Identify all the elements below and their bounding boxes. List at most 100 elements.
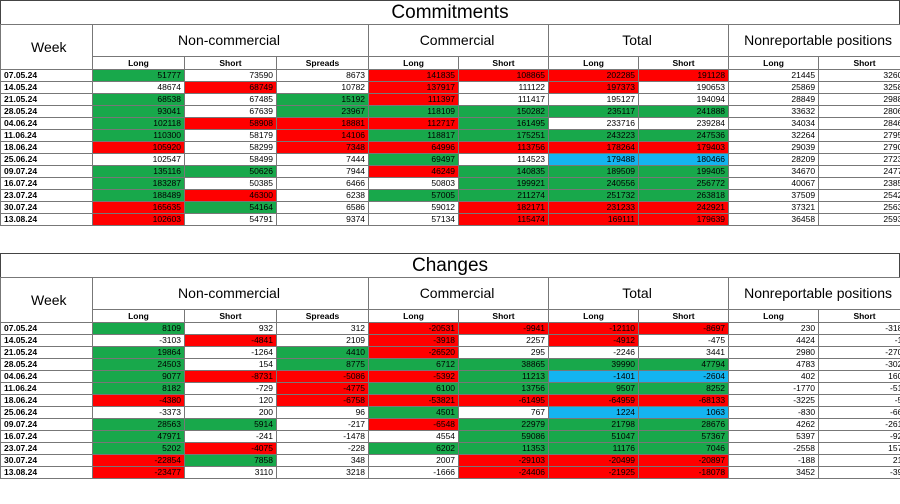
value-cell-noncommercial-long: 5202 <box>92 442 185 455</box>
value-cell-noncommercial-spreads: -1478 <box>275 430 370 443</box>
value-cell-noncommercial-long: 47971 <box>92 430 185 443</box>
value-cell-noncommercial-spreads: 23967 <box>275 105 370 118</box>
value-cell-noncommercial-long: 135116 <box>92 165 185 178</box>
week-cell: 13.08.24 <box>0 466 93 479</box>
value-cell-nonreportable-short: -51 <box>818 394 900 407</box>
value-cell-commercial-long: 57134 <box>368 213 460 226</box>
table-row: 23.07.24 188489 46300 6238 57005 211274 251732… <box>0 189 900 202</box>
week-cell: 04.06.24 <box>0 370 93 383</box>
subheader-commercial-short: Short <box>458 56 550 70</box>
value-cell-total-long: 9507 <box>548 382 640 395</box>
table-row: 23.07.24 5202 -4075 -228 6202 11353 11176 7046-… <box>0 442 900 455</box>
value-cell-nonreportable-short: 27231 <box>818 153 900 166</box>
week-cell: 28.05.24 <box>0 358 93 371</box>
week-cell: 30.07.24 <box>0 454 93 467</box>
value-cell-total-long: 178264 <box>548 141 640 154</box>
value-cell-nonreportable-short: 1605 <box>818 370 900 383</box>
value-cell-noncommercial-spreads: -217 <box>275 418 370 431</box>
subheader-total-short: Short <box>638 56 730 70</box>
table-row: 16.07.24 183287 50385 6466 50803 199921 240556… <box>0 177 900 190</box>
value-cell-noncommercial-long: 8109 <box>92 322 185 335</box>
value-cell-commercial-long: -20531 <box>368 322 460 335</box>
week-cell: 23.07.24 <box>0 442 93 455</box>
value-cell-commercial-short: 22979 <box>458 418 550 431</box>
value-cell-total-long: -4912 <box>548 334 640 347</box>
section-title-changes: Changes <box>0 253 900 278</box>
value-cell-noncommercial-spreads: 4410 <box>275 346 370 359</box>
value-cell-total-long: -64959 <box>548 394 640 407</box>
value-cell-commercial-short: 199921 <box>458 177 550 190</box>
value-cell-nonreportable-long: -2558 <box>728 442 820 455</box>
value-cell-nonreportable-short: 25930 <box>818 213 900 226</box>
value-cell-nonreportable-short: -3183 <box>818 322 900 335</box>
value-cell-noncommercial-short: 68749 <box>184 81 277 94</box>
value-cell-noncommercial-long: 48674 <box>92 81 185 94</box>
week-cell: 28.05.24 <box>0 105 93 118</box>
value-cell-nonreportable-long: -1770 <box>728 382 820 395</box>
value-cell-noncommercial-spreads: 14106 <box>275 129 370 142</box>
value-cell-total-long: 202285 <box>548 69 640 82</box>
value-cell-nonreportable-short: 1572 <box>818 442 900 455</box>
value-cell-commercial-long: 64996 <box>368 141 460 154</box>
value-cell-commercial-long: -53821 <box>368 394 460 407</box>
week-cell: 18.06.24 <box>0 394 93 407</box>
value-cell-noncommercial-spreads: -5086 <box>275 370 370 383</box>
value-cell-total-long: 233716 <box>548 117 640 130</box>
value-cell-noncommercial-long: 165635 <box>92 201 185 214</box>
value-cell-noncommercial-long: 93041 <box>92 105 185 118</box>
week-cell: 07.05.24 <box>0 322 93 335</box>
week-cell: 25.06.24 <box>0 406 93 419</box>
value-cell-nonreportable-long: 402 <box>728 370 820 383</box>
subheader-noncommercial-long: Long <box>92 309 185 323</box>
value-cell-total-short: 199405 <box>638 165 730 178</box>
value-cell-noncommercial-spreads: 8673 <box>275 69 370 82</box>
value-cell-noncommercial-spreads: 8775 <box>275 358 370 371</box>
value-cell-noncommercial-short: -4841 <box>184 334 277 347</box>
value-cell-nonreportable-long: -3225 <box>728 394 820 407</box>
value-cell-total-short: -2604 <box>638 370 730 383</box>
value-cell-noncommercial-short: -8731 <box>184 370 277 383</box>
value-cell-noncommercial-spreads: 7944 <box>275 165 370 178</box>
week-cell: 18.06.24 <box>0 141 93 154</box>
table-row: 07.05.24 8109 932 312 -20531 -9941 -12110 -8697… <box>0 322 900 335</box>
value-cell-commercial-long: 6202 <box>368 442 460 455</box>
value-cell-noncommercial-long: 102547 <box>92 153 185 166</box>
table-row: 18.06.24 105920 58299 7348 64996 113756 178264… <box>0 141 900 154</box>
value-cell-noncommercial-spreads: -6758 <box>275 394 370 407</box>
value-cell-noncommercial-short: 58908 <box>184 117 277 130</box>
value-cell-nonreportable-long: 40067 <box>728 177 820 190</box>
value-cell-nonreportable-short: 28061 <box>818 105 900 118</box>
value-cell-total-short: 247536 <box>638 129 730 142</box>
value-cell-commercial-long: 118109 <box>368 105 460 118</box>
value-cell-nonreportable-short: 27951 <box>818 129 900 142</box>
value-cell-commercial-short: 59086 <box>458 430 550 443</box>
value-cell-nonreportable-long: 37321 <box>728 201 820 214</box>
value-cell-noncommercial-spreads: 10782 <box>275 81 370 94</box>
value-cell-commercial-short: 150282 <box>458 105 550 118</box>
value-cell-commercial-long: 50803 <box>368 177 460 190</box>
value-cell-commercial-short: 38865 <box>458 358 550 371</box>
value-cell-noncommercial-long: 188489 <box>92 189 185 202</box>
table-row: 21.05.24 68538 67485 15192 111397 111417 19512… <box>0 93 900 106</box>
value-cell-total-short: 7046 <box>638 442 730 455</box>
value-cell-nonreportable-long: 32264 <box>728 129 820 142</box>
value-cell-total-long: 195127 <box>548 93 640 106</box>
group-header-commercial: Commercial <box>368 277 550 310</box>
table-row: 13.08.24 102603 54791 9374 57134 115474 169111… <box>0 213 900 226</box>
value-cell-commercial-long: -6548 <box>368 418 460 431</box>
value-cell-commercial-short: 108865 <box>458 69 550 82</box>
value-cell-commercial-short: 114523 <box>458 153 550 166</box>
value-cell-commercial-long: -3918 <box>368 334 460 347</box>
value-cell-total-short: 1063 <box>638 406 730 419</box>
table-row: 04.06.24 102118 58908 18881 112717 161495 2337… <box>0 117 900 130</box>
value-cell-noncommercial-long: 24503 <box>92 358 185 371</box>
value-cell-total-long: 189509 <box>548 165 640 178</box>
value-cell-commercial-long: 111397 <box>368 93 460 106</box>
week-cell: 23.07.24 <box>0 189 93 202</box>
group-header-total: Total <box>548 277 730 310</box>
value-cell-total-long: 51047 <box>548 430 640 443</box>
group-header-noncommercial: Non-commercial <box>91 24 370 57</box>
week-cell: 16.07.24 <box>0 177 93 190</box>
value-cell-total-short: 57367 <box>638 430 730 443</box>
